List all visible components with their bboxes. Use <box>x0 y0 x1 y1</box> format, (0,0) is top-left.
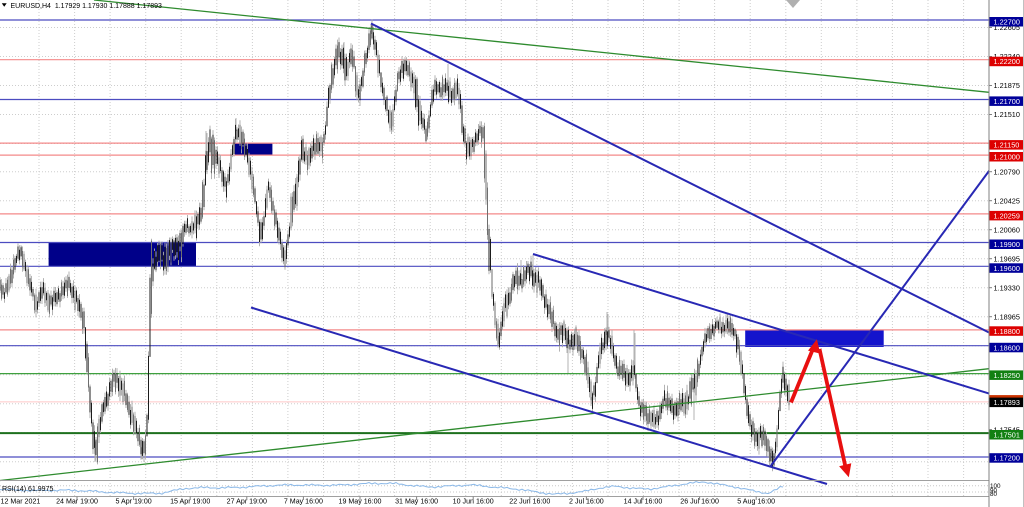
svg-text:1.18250: 1.18250 <box>994 371 1020 380</box>
svg-text:27 Apr 19:00: 27 Apr 19:00 <box>227 498 267 506</box>
svg-text:1.19330: 1.19330 <box>994 283 1020 292</box>
svg-text:31 May 16:00: 31 May 16:00 <box>395 498 438 506</box>
svg-text:90: 90 <box>990 488 998 495</box>
svg-text:80: 80 <box>990 491 998 498</box>
svg-text:1.21000: 1.21000 <box>994 153 1020 162</box>
svg-text:5 Aug 16:00: 5 Aug 16:00 <box>737 498 775 506</box>
svg-text:15 Apr 19:00: 15 Apr 19:00 <box>170 498 210 506</box>
svg-text:1.22605: 1.22605 <box>994 23 1020 32</box>
svg-text:RSI(14) 61.9975: RSI(14) 61.9975 <box>2 486 53 493</box>
svg-text:1.20060: 1.20060 <box>994 225 1020 234</box>
svg-text:1.21700: 1.21700 <box>994 97 1020 106</box>
svg-text:1.21510: 1.21510 <box>994 110 1020 119</box>
svg-text:7 May 16:00: 7 May 16:00 <box>284 498 323 506</box>
svg-text:19 May 16:00: 19 May 16:00 <box>339 498 382 506</box>
svg-text:1.19695: 1.19695 <box>994 254 1020 263</box>
svg-text:100: 100 <box>990 483 1001 490</box>
svg-text:1.21875: 1.21875 <box>994 81 1020 90</box>
svg-text:1.22700: 1.22700 <box>994 18 1020 27</box>
svg-text:14 Jul 16:00: 14 Jul 16:00 <box>624 498 663 506</box>
svg-text:12 Mar 2021: 12 Mar 2021 <box>1 498 41 506</box>
svg-text:24 Mar 19:00: 24 Mar 19:00 <box>56 498 98 506</box>
svg-text:1.18600: 1.18600 <box>994 343 1020 352</box>
svg-text:1.20425: 1.20425 <box>994 196 1020 205</box>
svg-text:1.21150: 1.21150 <box>994 141 1020 150</box>
svg-text:1.17545: 1.17545 <box>994 425 1020 434</box>
svg-text:1.17200: 1.17200 <box>994 454 1020 463</box>
svg-text:22 Jun 16:00: 22 Jun 16:00 <box>509 498 550 506</box>
svg-text:1.18965: 1.18965 <box>994 312 1020 321</box>
svg-text:1.18800: 1.18800 <box>994 327 1020 336</box>
svg-text:26 Jul 16:00: 26 Jul 16:00 <box>680 498 719 506</box>
svg-text:1.19600: 1.19600 <box>994 264 1020 273</box>
svg-text:2 Jul 16:00: 2 Jul 16:00 <box>569 498 604 506</box>
svg-text:1.17893: 1.17893 <box>994 398 1020 407</box>
svg-text:1.19900: 1.19900 <box>994 240 1020 249</box>
svg-text:1.22200: 1.22200 <box>994 57 1020 66</box>
svg-text:1.17501: 1.17501 <box>994 431 1020 440</box>
svg-text:EURUSD,H4 1.17929 1.17930 1.1: EURUSD,H4 1.17929 1.17930 1.17888 1.1789… <box>11 3 162 10</box>
svg-text:5 Apr 19:00: 5 Apr 19:00 <box>115 498 151 506</box>
svg-text:1.20790: 1.20790 <box>994 167 1020 176</box>
svg-text:10 Jun 16:00: 10 Jun 16:00 <box>453 498 494 506</box>
svg-text:1.20259: 1.20259 <box>994 211 1020 220</box>
